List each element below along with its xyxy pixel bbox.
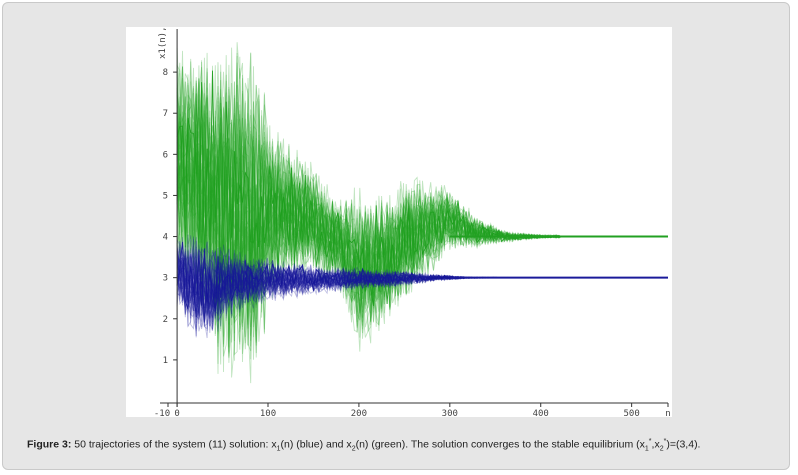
trajectory-chart: -10 0 100 200 300 400 500 n 1 2 3 4 5 6 7 8 x1(n),x2(n) [154, 27, 671, 417]
caption-text-5: )=(3,4). [666, 438, 701, 451]
x-tick-label: 0 [174, 409, 179, 417]
y-axis-label: x1(n),x2(n) [158, 27, 168, 59]
caption-sup-3: * [648, 438, 652, 445]
caption-text-2: (n) (blue) and x [280, 438, 352, 451]
x-tick-label: 200 [351, 409, 367, 417]
y-tick-label: 5 [163, 191, 168, 201]
x-tick-label: 100 [260, 409, 276, 417]
caption-sub-4: 2 [659, 445, 664, 453]
y-tick-label: 7 [163, 109, 168, 119]
figure-caption: Figure 3: 50 trajectories of the system … [27, 435, 777, 457]
caption-sub-1: 1 [276, 445, 281, 453]
y-tick-label: 8 [163, 68, 168, 78]
x-tick-label: -10 [154, 409, 170, 417]
y-tick-label: 6 [163, 150, 168, 160]
plot-area: -10 0 100 200 300 400 500 n 1 2 3 4 5 6 7 8 x1(n),x2(n) [126, 27, 672, 417]
figure-card: -10 0 100 200 300 400 500 n 1 2 3 4 5 6 7 8 x1(n),x2(n) … [2, 2, 790, 470]
caption-sup-4: * [663, 438, 667, 445]
series-1-group [176, 234, 668, 339]
x-tick-label: 400 [533, 409, 549, 417]
caption-text-4: ,x [651, 438, 660, 451]
x-tick-label: 300 [442, 409, 458, 417]
caption-sub-2: 2 [351, 445, 356, 453]
caption-text-3: (n) (green). The solution converges to t… [355, 438, 645, 451]
series-2-group [176, 42, 668, 384]
y-tick-label: 4 [163, 233, 168, 243]
y-tick-label: 1 [163, 356, 168, 366]
y-tick-label: 2 [163, 315, 168, 325]
x-tick-label: 500 [624, 409, 640, 417]
caption-text-1: 50 trajectories of the system (11) solut… [71, 438, 277, 451]
caption-label: Figure 3: [27, 438, 72, 451]
caption-sub-3: 1 [644, 445, 649, 453]
x-tick-label: n [665, 409, 670, 417]
y-tick-label: 3 [163, 274, 168, 284]
